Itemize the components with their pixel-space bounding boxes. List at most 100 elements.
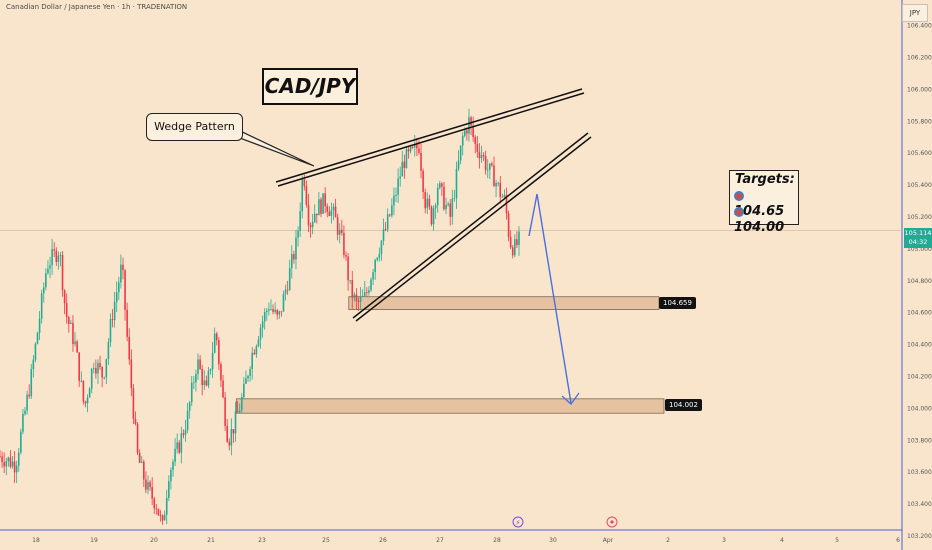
candle-body <box>464 130 466 136</box>
candle-body <box>493 165 495 187</box>
candle-body <box>284 289 287 295</box>
wedge-upper-line <box>277 92 585 187</box>
y-tick-label: 104.000 <box>907 405 932 412</box>
candle-body <box>480 155 483 159</box>
candle-body <box>291 254 293 269</box>
target-dart-icon <box>734 191 744 201</box>
candle-body <box>303 179 306 187</box>
candle-body <box>136 423 139 453</box>
candle-body <box>42 287 45 294</box>
candle-body <box>13 461 16 473</box>
candle-body <box>399 176 401 179</box>
candle-body <box>163 514 166 521</box>
candle-body <box>115 292 118 303</box>
x-tick-label: 2 <box>666 537 670 544</box>
candle-body <box>503 195 506 197</box>
target-dart-icon <box>734 207 744 217</box>
candle-body <box>165 497 168 515</box>
candle-body <box>345 255 347 257</box>
x-tick-label: 25 <box>322 537 330 544</box>
candle-body <box>322 193 324 214</box>
candle-body <box>418 148 420 153</box>
y-tick-label: 103.600 <box>907 469 932 476</box>
y-tick-label: 105.600 <box>907 150 932 157</box>
candle-body <box>47 268 49 274</box>
candle-body <box>509 237 512 248</box>
candle-body <box>388 214 391 216</box>
candle-body <box>207 370 210 386</box>
candle-body <box>92 368 95 369</box>
candle-body <box>0 456 1 458</box>
candle-body <box>30 369 33 397</box>
candle-body <box>247 376 249 379</box>
candle-body <box>507 213 510 238</box>
candle-body <box>211 352 214 369</box>
candle-body <box>363 292 366 296</box>
candle-body <box>384 229 387 230</box>
candle-body <box>213 333 216 353</box>
candle-body <box>299 211 301 231</box>
currency-button[interactable]: JPY <box>902 4 928 22</box>
candle-body <box>438 183 441 188</box>
support-zone <box>348 296 660 310</box>
wedge-pattern-label: Wedge Pattern <box>146 113 243 141</box>
candle-body <box>457 160 460 169</box>
y-tick-label: 104.800 <box>907 278 932 285</box>
candle-body <box>336 217 339 235</box>
candle-body <box>243 383 245 398</box>
candle-body <box>234 411 237 434</box>
candle-body <box>149 482 151 488</box>
candle-body <box>449 203 452 217</box>
candle-body <box>445 204 447 210</box>
candle-body <box>416 143 418 149</box>
candle-body <box>218 339 220 365</box>
candle-body <box>67 317 70 324</box>
candle-body <box>380 240 383 254</box>
candle-body <box>222 380 224 398</box>
candle-body <box>230 429 233 446</box>
candle-body <box>209 368 212 371</box>
level-label-1: 104.659 <box>659 297 696 309</box>
x-tick-label: Apr <box>603 537 614 544</box>
candle-body <box>155 508 158 510</box>
candle-body <box>320 199 322 214</box>
candle-body <box>407 149 410 152</box>
candle-body <box>432 208 435 225</box>
x-tick-label: 5 <box>835 537 839 544</box>
candle-body <box>489 163 491 170</box>
y-tick-label: 103.800 <box>907 437 932 444</box>
candle-body <box>180 433 183 453</box>
candle-body <box>61 254 64 291</box>
x-tick-label: 3 <box>722 537 726 544</box>
wedge-callout-pointer <box>237 128 315 167</box>
candle-body <box>514 239 516 256</box>
candle-body <box>128 336 131 360</box>
candle-body <box>28 394 30 397</box>
candle-body <box>70 322 72 324</box>
candle-body <box>49 265 51 269</box>
support-zone <box>236 398 665 414</box>
candle-body <box>32 359 35 370</box>
candle-body <box>393 195 395 206</box>
candle-body <box>40 293 43 319</box>
candle-body <box>55 250 58 262</box>
candle-body <box>361 295 364 297</box>
candle-body <box>499 182 502 198</box>
candle-body <box>395 194 397 196</box>
candle-body <box>72 322 74 345</box>
candle-body <box>282 294 285 312</box>
x-tick-label: 30 <box>549 537 557 544</box>
candle-body <box>309 225 312 228</box>
candle-body <box>268 309 270 311</box>
candle-body <box>328 211 331 216</box>
candle-body <box>76 341 78 353</box>
candle-body <box>368 290 370 293</box>
candle-body <box>372 272 374 280</box>
candle-body <box>90 368 93 389</box>
candle-body <box>118 282 120 293</box>
candle-body <box>51 249 53 266</box>
y-tick-label: 103.400 <box>907 501 932 508</box>
candle-body <box>280 311 283 313</box>
candle-body <box>111 319 114 320</box>
